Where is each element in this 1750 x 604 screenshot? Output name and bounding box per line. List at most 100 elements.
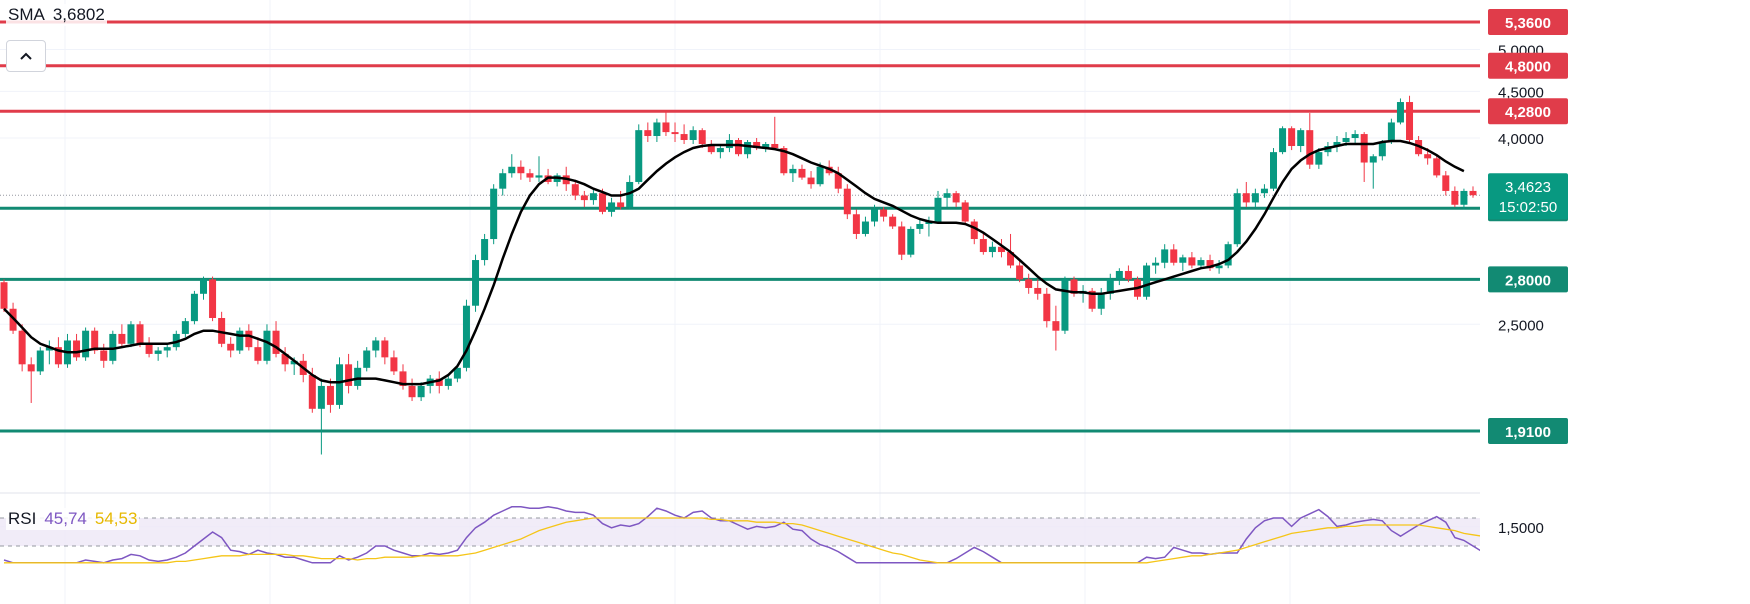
candle-body xyxy=(598,193,606,212)
candle-body xyxy=(1124,270,1132,280)
candle-body xyxy=(1052,321,1060,331)
candle-body xyxy=(272,330,280,354)
candle-body xyxy=(1106,279,1114,294)
collapse-legend-button[interactable] xyxy=(6,40,46,72)
candle-body xyxy=(1351,134,1359,139)
candle-body xyxy=(181,321,189,334)
candle-body xyxy=(580,195,588,201)
candle-body xyxy=(644,130,652,137)
candle-body xyxy=(843,188,851,215)
candle-body xyxy=(1333,141,1341,147)
candle-body xyxy=(934,197,942,222)
candle-body xyxy=(1143,265,1151,297)
candle-body xyxy=(363,350,371,368)
candle-body xyxy=(127,324,135,344)
candle-body xyxy=(979,239,987,253)
candle-body xyxy=(172,333,180,348)
candle-body xyxy=(1360,134,1368,163)
candle-body xyxy=(1279,128,1287,153)
candle-body xyxy=(653,122,661,137)
sma-polyline xyxy=(3,139,1465,386)
candle-body xyxy=(1378,141,1386,157)
candle-body xyxy=(254,347,262,361)
sma-label: SMA xyxy=(8,5,45,24)
candle-body xyxy=(227,343,235,351)
candle-body xyxy=(1288,128,1296,147)
sma-legend: SMA 3,6802 xyxy=(6,4,107,26)
candle-body xyxy=(45,347,53,351)
candle-body xyxy=(780,148,788,174)
candle-body xyxy=(1016,265,1024,280)
candle-body xyxy=(1315,152,1323,165)
price-tick-label: 2,5000 xyxy=(1498,317,1544,334)
candle-body xyxy=(889,216,897,227)
candle-body xyxy=(1451,190,1459,205)
candle-body xyxy=(1170,249,1178,263)
candle-body xyxy=(1297,130,1305,147)
candle-body xyxy=(716,148,724,153)
candle-body xyxy=(707,143,715,153)
candle-body xyxy=(1469,190,1477,196)
candle-body xyxy=(317,385,325,409)
candle-body xyxy=(109,333,117,361)
candle-body xyxy=(453,367,461,379)
candle-body xyxy=(617,202,625,208)
candle-body xyxy=(816,166,824,185)
candle-body xyxy=(1088,290,1096,309)
candle-body xyxy=(898,226,906,255)
candle-body xyxy=(1097,293,1105,309)
candle-body xyxy=(1433,158,1441,176)
candle-body xyxy=(1387,122,1395,142)
level-label-bg xyxy=(1488,98,1568,125)
candle-body xyxy=(1007,252,1015,266)
candle-body xyxy=(735,139,742,155)
candle-body xyxy=(1070,279,1078,294)
rsi-legend: RSI 45,74 54,53 xyxy=(6,508,140,530)
candle-body xyxy=(290,360,298,365)
level-label: 4,2800 xyxy=(1505,104,1551,121)
level-label: 2,8000 xyxy=(1505,272,1551,289)
candle-body xyxy=(36,350,44,372)
candle-body xyxy=(1242,193,1250,203)
candle-body xyxy=(517,166,525,174)
candle-body xyxy=(399,371,407,386)
candle-body xyxy=(671,132,679,135)
candle-body xyxy=(626,181,634,208)
countdown-timer: 15:02:50 xyxy=(1499,199,1557,216)
candle-body xyxy=(345,364,353,386)
candle-body xyxy=(462,305,470,368)
candle-body xyxy=(281,353,289,365)
candle-body xyxy=(1260,188,1268,194)
candle-body xyxy=(1406,102,1414,140)
candle-body xyxy=(970,221,978,240)
candle-body xyxy=(245,330,253,348)
candle-body xyxy=(1115,270,1123,280)
candle-body xyxy=(907,228,915,255)
candle-body xyxy=(861,221,869,234)
candle-body xyxy=(988,246,996,253)
candle-body xyxy=(326,385,334,405)
candle-body xyxy=(1442,175,1450,191)
candle-body xyxy=(472,260,480,306)
candle-body xyxy=(408,385,416,398)
candle-body xyxy=(0,282,8,309)
candle-body xyxy=(417,385,425,398)
level-label: 5,3600 xyxy=(1505,15,1551,32)
candle-body xyxy=(1206,260,1214,269)
candle-body xyxy=(1342,138,1350,142)
rsi-ma-line xyxy=(4,517,1510,564)
candle-body xyxy=(608,202,616,212)
level-label-bg xyxy=(1488,52,1568,79)
candle-body xyxy=(753,141,761,149)
candle-body xyxy=(1061,279,1069,331)
candle-body xyxy=(1306,130,1314,165)
candle-body xyxy=(1043,293,1051,322)
candle-body xyxy=(571,184,579,196)
candle-body xyxy=(199,279,207,294)
level-label-bg xyxy=(1488,418,1568,444)
candle-body xyxy=(163,347,171,351)
candle-body xyxy=(526,173,534,178)
candle-body xyxy=(1233,193,1241,245)
candle-body xyxy=(499,173,507,189)
